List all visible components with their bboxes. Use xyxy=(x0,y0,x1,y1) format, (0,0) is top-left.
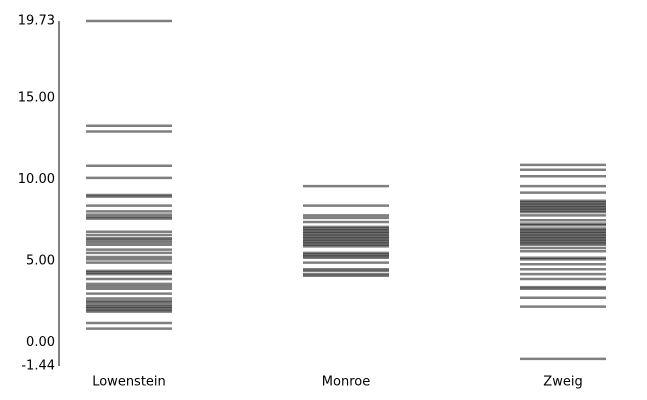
category-label: Monroe xyxy=(322,375,370,390)
x-axis-labels: Lowenstein Monroe Zweig xyxy=(92,375,582,390)
y-axis: 19.73 15.00 10.00 5.00 0.00 -1.44 xyxy=(18,14,60,374)
y-tick-label: 10.00 xyxy=(18,172,55,187)
y-tick-label: -1.44 xyxy=(21,359,55,374)
category-label: Zweig xyxy=(543,375,582,390)
category-label: Lowenstein xyxy=(92,375,166,390)
y-tick-label: 5.00 xyxy=(26,254,55,269)
series-lowenstein xyxy=(86,19,172,330)
y-tick-label: 0.00 xyxy=(26,335,55,350)
series-zweig xyxy=(520,163,606,361)
chart-marks xyxy=(86,19,606,361)
y-tick-label: 15.00 xyxy=(18,91,55,106)
series-monroe xyxy=(303,184,389,277)
y-tick-label: 19.73 xyxy=(18,14,55,29)
